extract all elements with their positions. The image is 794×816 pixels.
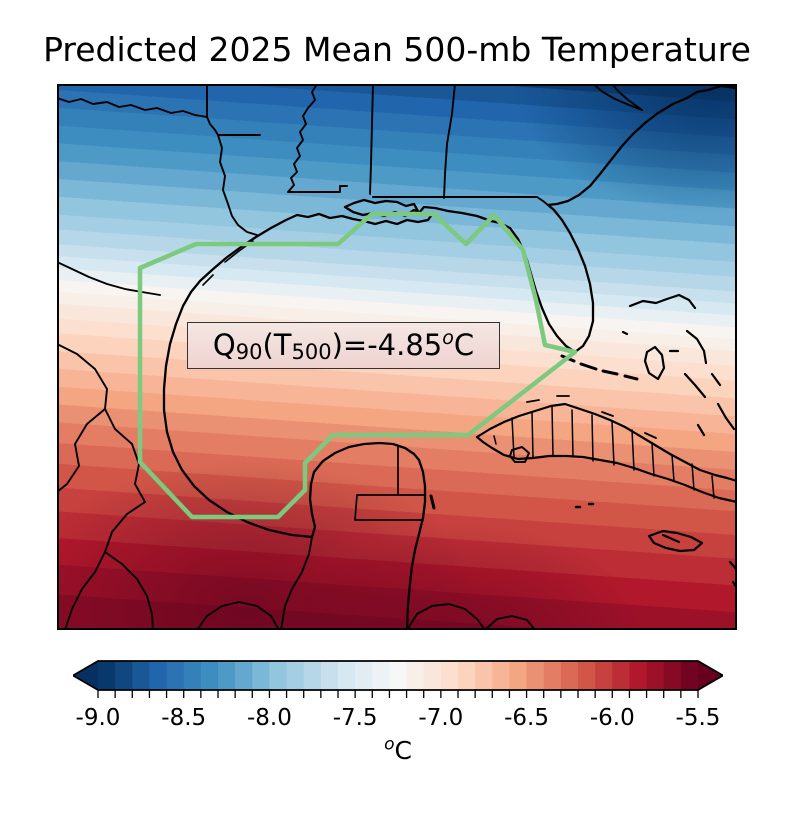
- colorbar-tick-label: -6.5: [504, 705, 549, 731]
- map-area: Q 90 (T 500)= -4.85 o C: [57, 84, 737, 630]
- bahamas-islands: [621, 293, 736, 437]
- colorbar-unit-sup: o: [384, 734, 395, 755]
- colorbar-tick-label: -7.0: [418, 705, 463, 731]
- colorbar-tick-label: -6.0: [590, 705, 635, 731]
- cuba-outline: [475, 402, 737, 504]
- florida-keys: [560, 354, 639, 381]
- mexico-state-borders: [57, 261, 536, 630]
- colorbar: -9.0 -8.5 -8.0 -7.5 -7.0 -6.5 -6.0 -5.5 oC: [71, 659, 725, 765]
- annotation-part-q: Q: [212, 328, 236, 362]
- colorbar-svg: -9.0 -8.5 -8.0 -7.5 -7.0 -6.5 -6.0 -5.5: [71, 660, 725, 731]
- cozumel-island: [429, 494, 436, 510]
- gulf-region-outline: [137, 211, 578, 520]
- map-frame: [57, 84, 737, 630]
- figure-title: Predicted 2025 Mean 500-mb Temperature: [43, 30, 751, 69]
- yucatan-internal-borders: [354, 445, 426, 521]
- colorbar-tick-label: -9.0: [76, 705, 121, 731]
- cuban-cays: [526, 395, 657, 439]
- isle-of-youth: [509, 446, 530, 463]
- colorbar-unit-label: oC: [73, 734, 723, 765]
- annotation-part-eq: )=: [331, 328, 368, 362]
- annotation-unit: C: [453, 328, 475, 362]
- cayman-islands: [574, 502, 595, 509]
- annotation-box: Q 90 (T 500)= -4.85 o C: [187, 322, 500, 369]
- colorbar-tick-label: -7.5: [333, 705, 378, 731]
- state-borders: [57, 84, 643, 236]
- annotation-value: -4.85: [367, 328, 443, 362]
- jamaica-outline: [647, 529, 704, 553]
- colorbar-unit-main: C: [394, 736, 412, 765]
- colorbar-tick-label: -8.0: [247, 705, 292, 731]
- map-svg: [57, 84, 737, 630]
- colorbar-tick-label: -8.5: [161, 705, 206, 731]
- texas-barrier-islands: [202, 240, 254, 286]
- colorbar-tick-label: -5.5: [676, 705, 721, 731]
- cuba-province-borders: [493, 405, 715, 499]
- annotation-part-t: (T: [262, 328, 292, 362]
